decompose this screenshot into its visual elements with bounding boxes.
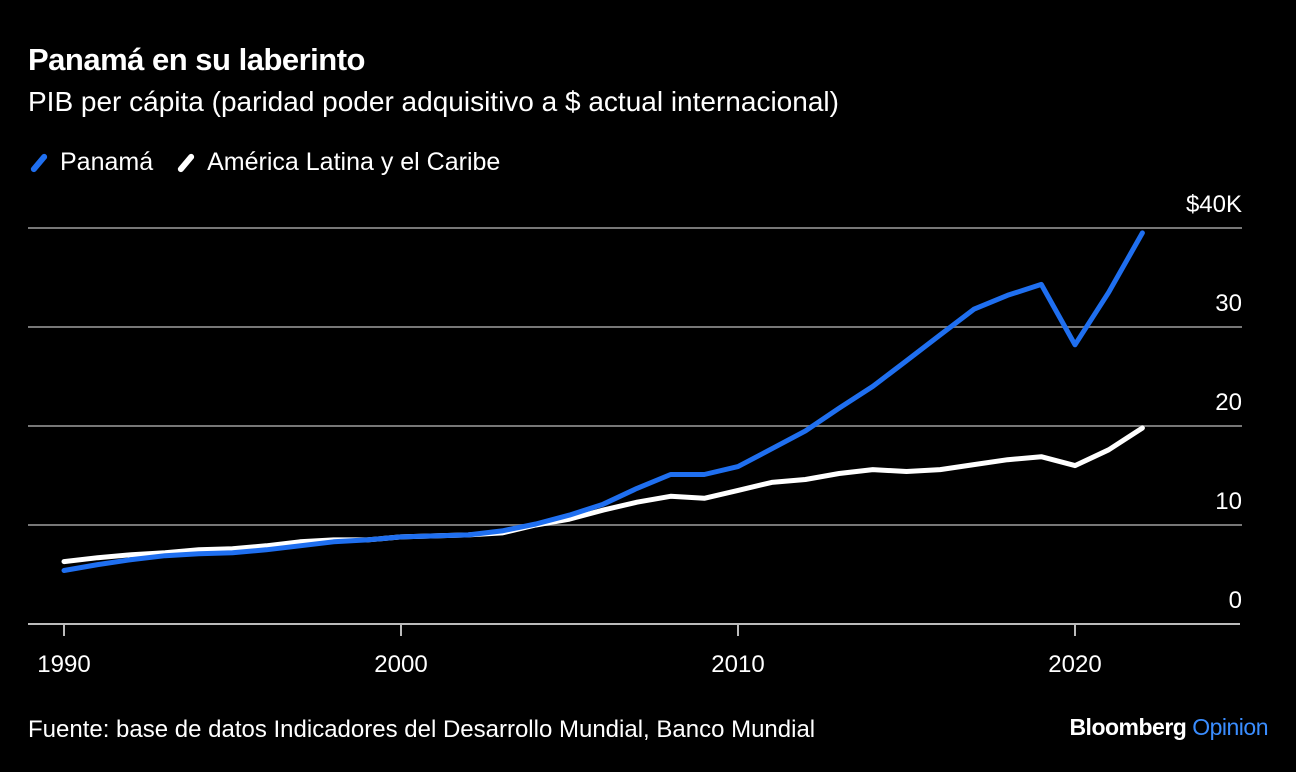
x-tick-label-2010: 2010	[711, 651, 764, 678]
bloomberg-opinion-logo: Bloomberg Opinion	[1069, 714, 1268, 740]
y-tick-label-10: 10	[1215, 488, 1242, 515]
chart-subtitle: PIB per cápita (paridad poder adquisitiv…	[28, 86, 839, 117]
y-tick-label-0: 0	[1229, 587, 1242, 614]
legend-item-latam: América Latina y el Caribe	[175, 148, 500, 177]
x-tick-label-2000: 2000	[374, 651, 427, 678]
legend: Panamá América Latina y el Caribe	[28, 148, 508, 177]
x-tick-label-2020: 2020	[1048, 651, 1101, 678]
legend-label-panama: Panamá	[60, 148, 154, 176]
y-tick-label-30: 30	[1215, 290, 1242, 317]
y-tick-label-20: 20	[1215, 389, 1242, 416]
series-line-panama	[61, 230, 1145, 573]
y-tick-label-40: $40K	[1186, 191, 1242, 218]
legend-item-panama: Panamá	[28, 148, 153, 177]
legend-label-latam: América Latina y el Caribe	[207, 148, 501, 176]
chart-title: Panamá en su laberinto	[28, 42, 366, 77]
series-line-latam	[61, 425, 1145, 565]
source-note: Fuente: base de datos Indicadores del De…	[28, 716, 816, 743]
x-tick-label-1990: 1990	[37, 651, 90, 678]
